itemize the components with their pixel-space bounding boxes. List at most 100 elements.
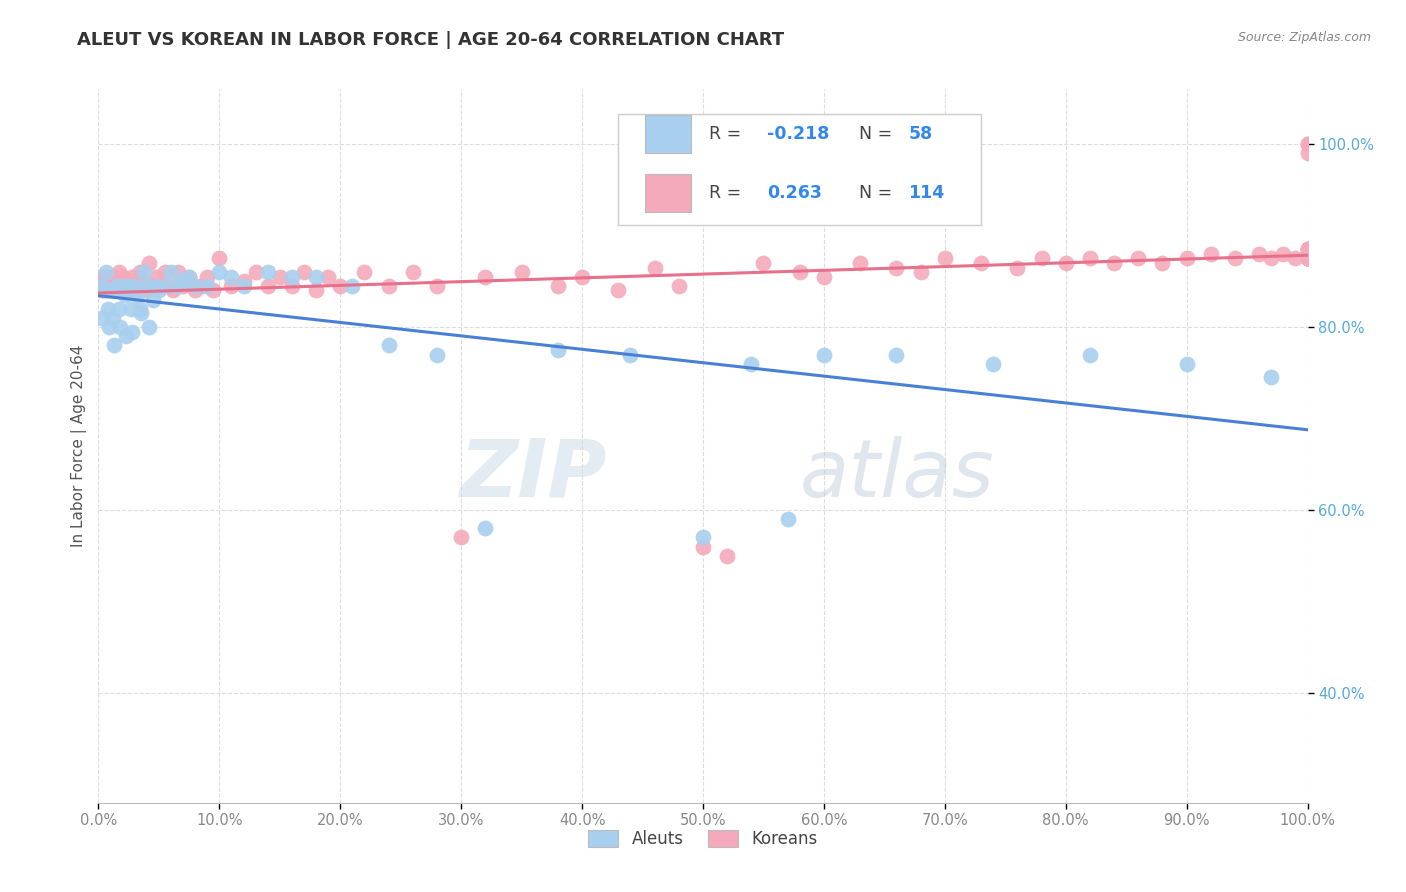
Point [121,269,143,284]
Point [1223,252,1246,266]
Point [148,279,170,293]
Point [108,320,131,334]
Point [124,279,146,293]
Point [256,265,278,279]
Point [849,256,872,270]
Point [1007,260,1029,275]
Point [1296,252,1319,266]
Point [124,279,146,293]
Point [281,269,304,284]
Point [114,288,136,302]
Point [1175,357,1198,371]
Point [1296,247,1319,261]
Point [134,265,156,279]
Point [1296,252,1319,266]
Point [129,306,152,320]
Point [172,279,194,293]
Point [96,284,118,298]
Text: 58: 58 [908,126,932,144]
Point [1296,252,1319,266]
Point [752,256,775,270]
Point [1054,256,1077,270]
Text: ALEUT VS KOREAN IN LABOR FORCE | AGE 20-64 CORRELATION CHART: ALEUT VS KOREAN IN LABOR FORCE | AGE 20-… [77,31,785,49]
Point [1260,252,1282,266]
Point [692,531,714,545]
Point [305,269,328,284]
Text: 0.263: 0.263 [768,184,823,202]
Point [90,279,112,293]
Point [148,284,170,298]
FancyBboxPatch shape [619,114,981,225]
Point [1078,347,1101,361]
Text: R =: R = [709,126,747,144]
Point [103,338,125,352]
Point [281,279,304,293]
Point [111,279,134,293]
Point [1296,146,1319,161]
Point [195,279,218,293]
Point [1296,252,1319,266]
Point [269,269,291,284]
Point [1296,247,1319,261]
Point [221,269,243,284]
Point [89,274,111,288]
Point [120,301,142,316]
Point [166,279,188,293]
Point [1078,252,1101,266]
Point [256,279,278,293]
Point [93,284,115,298]
Point [377,338,399,352]
Point [1296,252,1319,266]
Point [90,284,112,298]
Point [426,279,449,293]
Point [1199,247,1222,261]
Text: -0.218: -0.218 [768,126,830,144]
Point [91,310,114,325]
Point [1296,247,1319,261]
Point [117,284,139,298]
Point [91,269,114,284]
Point [402,265,425,279]
Point [292,265,315,279]
Point [1128,252,1150,266]
Point [184,279,207,293]
Point [1296,247,1319,261]
Point [1296,242,1319,256]
Point [105,279,128,293]
Point [107,284,129,298]
Point [195,269,218,284]
Point [342,279,364,293]
Point [474,269,496,284]
Point [305,284,328,298]
Text: N =: N = [848,184,898,202]
Point [142,279,165,293]
Point [179,269,201,284]
Y-axis label: In Labor Force | Age 20-64: In Labor Force | Age 20-64 [72,345,87,547]
Text: N =: N = [848,126,898,144]
Point [1296,252,1319,266]
Text: Source: ZipAtlas.com: Source: ZipAtlas.com [1237,31,1371,45]
Point [135,279,157,293]
Point [970,256,993,270]
Point [510,265,533,279]
Point [145,269,167,284]
Point [886,347,908,361]
Point [108,301,131,316]
Point [329,279,352,293]
Point [190,279,212,293]
Point [377,279,399,293]
Point [232,279,254,293]
Point [813,269,835,284]
Point [644,260,666,275]
Point [134,279,156,293]
Point [105,279,128,293]
Point [97,284,120,298]
Point [450,531,472,545]
Point [221,279,243,293]
Point [114,279,136,293]
Point [111,269,134,284]
Point [96,269,118,284]
Point [547,343,569,357]
Point [107,284,129,298]
Point [668,279,690,293]
